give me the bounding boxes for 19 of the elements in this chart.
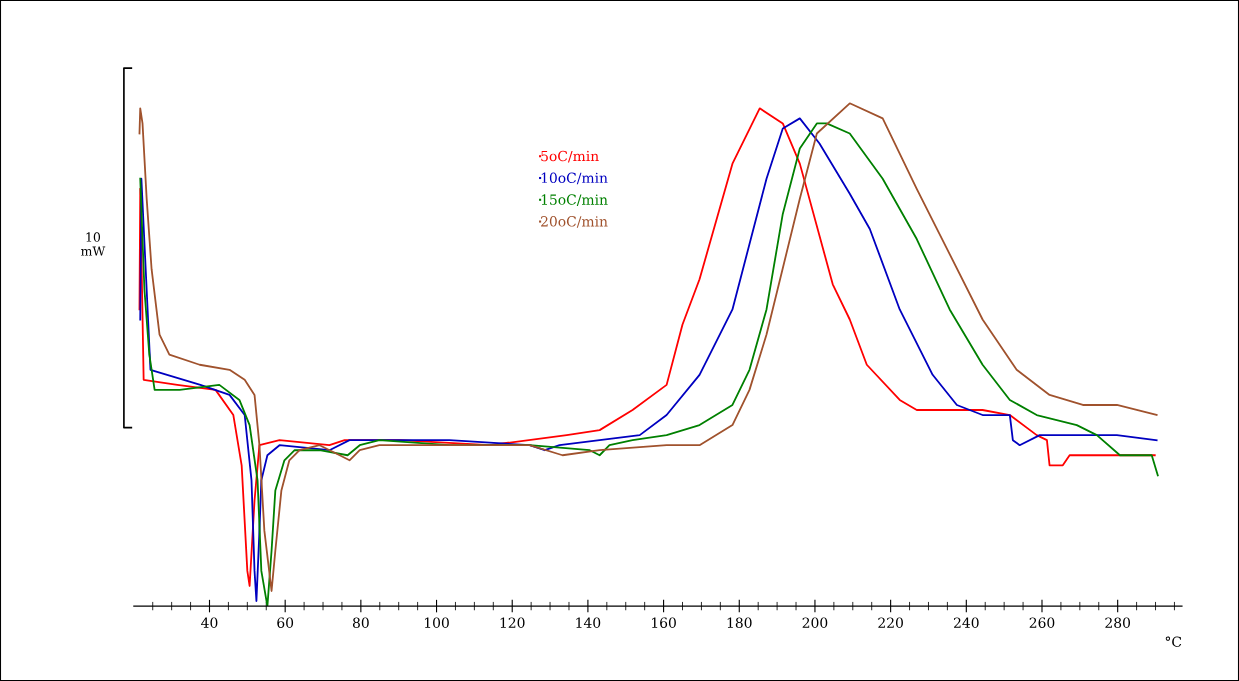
legend-label: 10oC/min — [541, 172, 608, 185]
x-tick-label: 40 — [201, 617, 218, 628]
text: 10 mW — [81, 232, 106, 256]
x-tick-label: 240 — [954, 617, 979, 628]
x-tick-label: 140 — [576, 617, 601, 628]
x-tick-label: 260 — [1029, 617, 1055, 628]
x-tick-label: 220 — [878, 617, 903, 628]
legend-label: 15oC/min — [541, 194, 608, 206]
legend-label: 5oC/min — [541, 150, 599, 163]
x-tick-label: 60 — [277, 617, 294, 628]
x-axis-title: °C — [1165, 636, 1182, 647]
x-tick-label: 280 — [1105, 617, 1131, 628]
x-tick-label: 160 — [652, 617, 676, 628]
x-tick-label: 120 — [500, 617, 525, 628]
legend-label: 20oC/min — [541, 216, 608, 228]
x-tick-label: 100 — [424, 617, 449, 628]
x-tick-label: 180 — [727, 617, 752, 628]
x-tick-label: 200 — [802, 617, 828, 628]
x-tick-label: 80 — [352, 617, 369, 628]
